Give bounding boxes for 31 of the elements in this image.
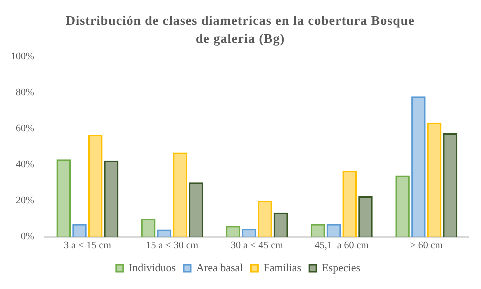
- legend-label: Area basal: [196, 262, 244, 274]
- bar: [342, 171, 357, 237]
- bar: [189, 182, 204, 237]
- y-tick-label: 60%: [16, 124, 34, 135]
- y-tick-label: 40%: [16, 160, 34, 171]
- legend-label: Individuos: [128, 262, 176, 274]
- x-tick-label: 3 a < 15 cm: [64, 240, 112, 252]
- x-tick-label: 15 a < 30 cm: [146, 240, 199, 252]
- bar: [173, 152, 188, 237]
- bar: [157, 230, 172, 237]
- bar: [427, 122, 442, 237]
- bar: [396, 176, 410, 237]
- y-tick-label: 100%: [10, 52, 34, 63]
- bar: [443, 134, 458, 237]
- bar: [88, 135, 103, 237]
- y-tick-label: 0%: [20, 232, 34, 243]
- x-tick-label: 30 a < 45 cm: [231, 240, 284, 252]
- bar: [258, 201, 272, 237]
- x-tick-label: 45,1 a 60 cm: [314, 240, 370, 252]
- bar: [274, 212, 288, 237]
- legend-label: Familias: [264, 262, 302, 274]
- bar: [56, 160, 72, 237]
- legend-label: Especies: [322, 262, 361, 274]
- x-tick-label: > 60 cm: [410, 240, 444, 252]
- bar: [358, 196, 373, 237]
- bar: [412, 96, 426, 237]
- bar: [104, 160, 119, 237]
- chart-title: Distribución de clases diametricas en la cobertura Bosque de galeria (Bg): [65, 12, 416, 48]
- y-tick-label: 20%: [16, 196, 34, 207]
- bar: [242, 229, 256, 237]
- y-tick-label: 80%: [16, 88, 34, 99]
